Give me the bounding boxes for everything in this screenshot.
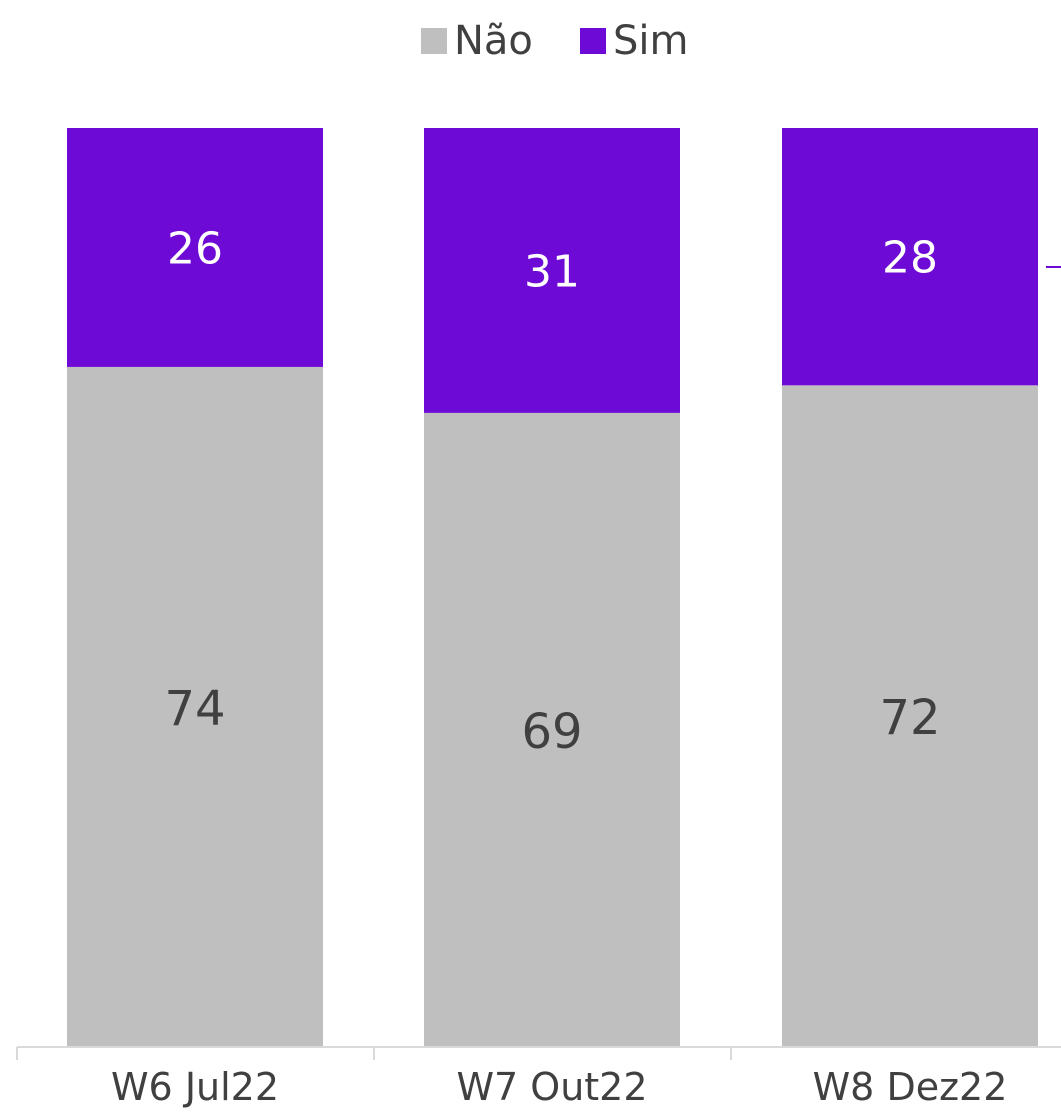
data-label-sim-0: 26 (167, 223, 223, 274)
x-tick-label-1: W7 Out22 (456, 1065, 647, 1109)
bar-sim-0 (67, 128, 323, 367)
data-labels: 26 74 31 69 28 72 (164, 223, 940, 759)
bar-sim-1 (424, 128, 680, 413)
legend-swatch-1 (580, 28, 606, 54)
legend-label-1: Sim (613, 18, 688, 64)
legend: Não Sim (421, 18, 688, 64)
x-tick-label-2: W8 Dez22 (813, 1065, 1008, 1109)
data-label-nao-1: 69 (521, 704, 582, 760)
bar-nao-1 (424, 412, 680, 1047)
x-tick-label-0: W6 Jul22 (111, 1065, 279, 1109)
data-label-sim-1: 31 (524, 246, 580, 297)
data-label-nao-2: 72 (879, 690, 940, 746)
bar-nao-2 (782, 385, 1038, 1047)
legend-label-0: Não (454, 18, 533, 64)
x-axis: W6 Jul22 W7 Out22 W8 Dez22 (16, 1046, 1061, 1109)
bar-nao-0 (67, 366, 323, 1047)
data-label-nao-0: 74 (164, 681, 225, 737)
bar-sim-2 (782, 128, 1038, 386)
legend-swatch-0 (421, 28, 447, 54)
data-label-sim-2: 28 (882, 233, 938, 284)
bars (67, 128, 1038, 1047)
